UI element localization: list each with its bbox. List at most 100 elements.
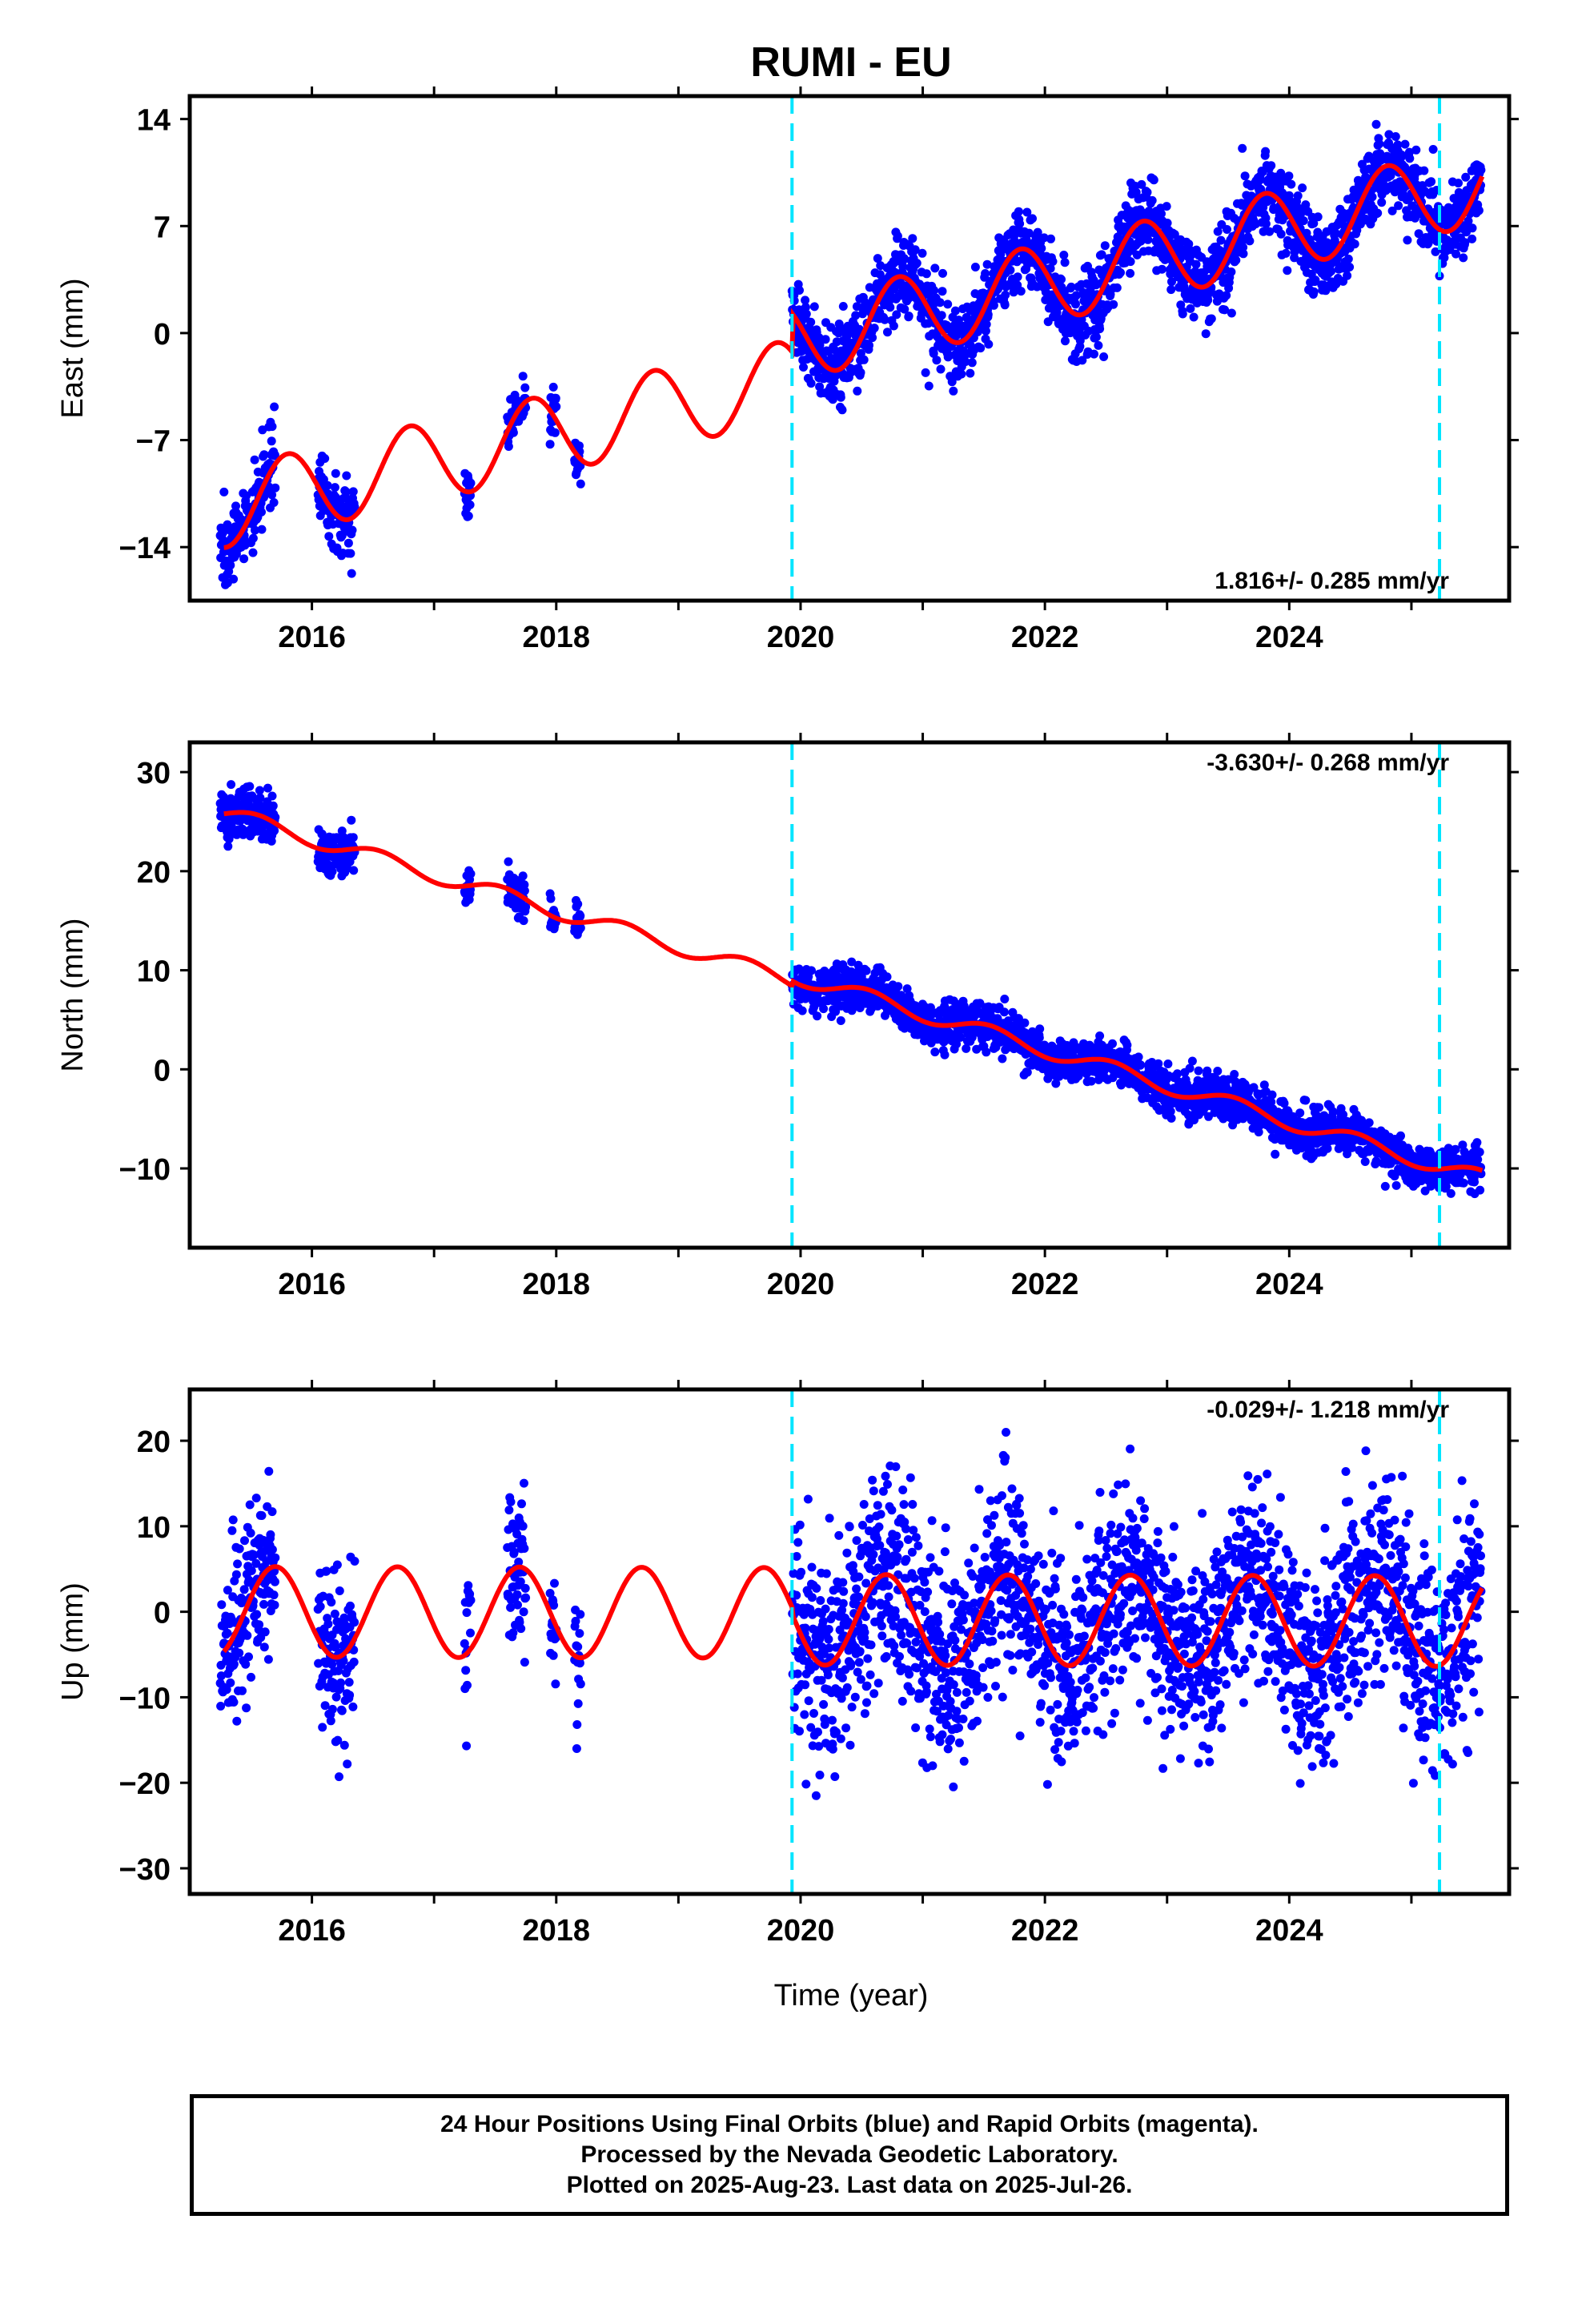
data-point xyxy=(347,569,356,578)
data-point xyxy=(930,286,939,296)
data-point xyxy=(1013,272,1022,282)
data-point xyxy=(227,780,236,790)
data-point xyxy=(552,402,561,412)
data-point xyxy=(1157,209,1166,219)
data-point xyxy=(856,368,865,377)
data-point xyxy=(1239,243,1248,252)
data-point xyxy=(320,454,330,463)
data-point xyxy=(1071,291,1081,300)
data-point xyxy=(518,871,528,881)
data-point xyxy=(1249,1083,1259,1092)
data-point xyxy=(910,245,920,255)
data-point xyxy=(1405,154,1415,163)
data-point xyxy=(267,791,277,801)
data-point xyxy=(343,538,353,548)
y-tick-label: −14 xyxy=(119,532,171,565)
data-point xyxy=(347,815,356,825)
data-point xyxy=(327,866,337,876)
data-point xyxy=(1095,324,1105,334)
data-point xyxy=(1178,309,1187,319)
data-point xyxy=(1109,300,1118,309)
data-point xyxy=(226,561,235,570)
data-point xyxy=(216,1702,226,1711)
x-tick-label: 2020 xyxy=(767,621,835,654)
data-point xyxy=(847,957,857,967)
data-point xyxy=(1126,257,1135,267)
data-point xyxy=(801,296,810,305)
data-point xyxy=(548,382,558,392)
data-point xyxy=(346,549,355,558)
data-point xyxy=(1162,219,1172,227)
data-point xyxy=(949,386,958,396)
data-point xyxy=(1265,227,1275,236)
x-axis-label: Time (year) xyxy=(774,1979,929,2012)
data-point xyxy=(1331,228,1340,238)
data-point xyxy=(1446,1188,1456,1198)
data-point xyxy=(1459,1178,1468,1188)
data-point xyxy=(271,483,280,493)
data-point xyxy=(1201,329,1211,339)
data-point xyxy=(1470,1177,1479,1187)
data-point xyxy=(1396,1131,1405,1140)
data-point xyxy=(348,487,358,497)
data-point xyxy=(1328,1107,1338,1116)
data-point xyxy=(1015,219,1025,228)
data-point xyxy=(1431,247,1440,256)
data-point xyxy=(1035,1024,1045,1034)
data-point xyxy=(263,783,272,793)
data-point xyxy=(551,393,560,403)
data-point xyxy=(983,310,993,320)
data-point xyxy=(981,269,990,278)
data-point xyxy=(508,428,518,437)
data-point xyxy=(1468,234,1477,243)
data-point xyxy=(921,269,931,279)
data-point xyxy=(1066,282,1076,292)
data-point xyxy=(1170,230,1179,239)
data-point xyxy=(546,894,556,903)
data-point xyxy=(1189,312,1199,322)
data-point xyxy=(1343,1149,1352,1159)
data-point xyxy=(245,782,255,791)
data-point xyxy=(347,525,357,535)
data-point xyxy=(231,501,240,511)
x-tick-label: 2024 xyxy=(1255,621,1323,654)
data-point xyxy=(1390,187,1399,197)
plot-area-up xyxy=(215,1389,1486,1894)
data-point xyxy=(982,1047,991,1057)
data-point xyxy=(1122,1040,1132,1050)
data-point xyxy=(1239,249,1248,259)
rate-annotation: 1.816+/- 0.285 mm/yr xyxy=(1215,568,1449,594)
data-point xyxy=(976,344,986,353)
data-point xyxy=(904,312,913,321)
data-point xyxy=(1267,1097,1276,1107)
data-point xyxy=(1147,195,1157,205)
data-point xyxy=(1046,263,1055,273)
data-point xyxy=(853,386,862,396)
data-point xyxy=(876,261,885,271)
data-point xyxy=(251,525,259,535)
data-point xyxy=(1460,238,1470,247)
data-point xyxy=(1343,271,1352,280)
data-point xyxy=(255,793,265,802)
data-point xyxy=(269,498,279,507)
data-point xyxy=(938,268,947,278)
data-point xyxy=(1240,171,1250,181)
data-point xyxy=(1106,290,1115,300)
x-tick-label: 2018 xyxy=(523,621,591,654)
y-tick-label: 0 xyxy=(154,1054,171,1088)
data-point xyxy=(1166,285,1176,295)
data-point xyxy=(861,966,871,975)
data-point xyxy=(1167,277,1176,287)
data-point xyxy=(1061,336,1070,346)
data-point xyxy=(1057,275,1066,284)
data-point xyxy=(1100,241,1110,251)
data-point xyxy=(989,300,998,310)
data-point xyxy=(1230,1070,1239,1079)
data-point xyxy=(1132,250,1142,259)
data-point xyxy=(882,972,892,982)
data-point xyxy=(1186,304,1195,313)
data-point xyxy=(924,319,933,328)
data-point xyxy=(1099,352,1109,361)
data-point xyxy=(1313,212,1323,222)
